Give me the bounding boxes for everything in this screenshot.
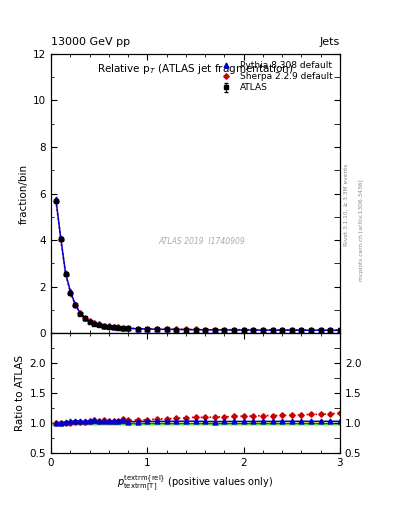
- Pythia 8.308 default: [193, 327, 198, 333]
- Sherpa 2.2.9 default: [309, 327, 314, 333]
- Sherpa 2.2.9 default: [338, 327, 342, 333]
- Sherpa 2.2.9 default: [232, 327, 237, 333]
- Pythia 8.308 default: [107, 323, 111, 329]
- Pythia 8.308 default: [251, 327, 256, 333]
- Text: Jets: Jets: [320, 37, 340, 47]
- Pythia 8.308 default: [212, 327, 217, 333]
- Pythia 8.308 default: [338, 327, 342, 333]
- Pythia 8.308 default: [241, 327, 246, 333]
- Sherpa 2.2.9 default: [289, 327, 294, 333]
- Pythia 8.308 default: [328, 327, 333, 333]
- Pythia 8.308 default: [53, 196, 58, 202]
- Sherpa 2.2.9 default: [68, 289, 73, 295]
- Pythia 8.308 default: [280, 327, 285, 333]
- Sherpa 2.2.9 default: [102, 323, 107, 329]
- Line: Sherpa 2.2.9 default: Sherpa 2.2.9 default: [54, 199, 342, 332]
- Sherpa 2.2.9 default: [116, 325, 121, 331]
- Sherpa 2.2.9 default: [222, 327, 227, 333]
- Pythia 8.308 default: [121, 325, 126, 331]
- Pythia 8.308 default: [111, 324, 116, 330]
- X-axis label: $p_{\rm textrm[T]}^{\rm textrm\{rel\}}$ (positive values only): $p_{\rm textrm[T]}^{\rm textrm\{rel\}}$ …: [118, 474, 274, 494]
- Pythia 8.308 default: [155, 326, 160, 332]
- Pythia 8.308 default: [92, 320, 97, 326]
- Sherpa 2.2.9 default: [328, 327, 333, 333]
- Y-axis label: fraction/bin: fraction/bin: [19, 163, 29, 224]
- Sherpa 2.2.9 default: [97, 321, 101, 327]
- Sherpa 2.2.9 default: [59, 236, 63, 242]
- Pythia 8.308 default: [126, 325, 130, 331]
- Legend: Pythia 8.308 default, Sherpa 2.2.9 default, ATLAS: Pythia 8.308 default, Sherpa 2.2.9 defau…: [215, 58, 336, 95]
- Sherpa 2.2.9 default: [270, 327, 275, 333]
- Sherpa 2.2.9 default: [107, 323, 111, 329]
- Pythia 8.308 default: [102, 323, 107, 329]
- Pythia 8.308 default: [97, 322, 101, 328]
- Sherpa 2.2.9 default: [241, 327, 246, 333]
- Sherpa 2.2.9 default: [203, 327, 208, 333]
- Line: Pythia 8.308 default: Pythia 8.308 default: [53, 197, 342, 333]
- Text: 13000 GeV pp: 13000 GeV pp: [51, 37, 130, 47]
- Sherpa 2.2.9 default: [83, 315, 87, 321]
- Pythia 8.308 default: [116, 325, 121, 331]
- Bar: [51, 422, 340, 424]
- Sherpa 2.2.9 default: [135, 326, 140, 332]
- Sherpa 2.2.9 default: [174, 326, 179, 332]
- Sherpa 2.2.9 default: [318, 327, 323, 333]
- Sherpa 2.2.9 default: [299, 327, 304, 333]
- Text: mcplots.cern.ch [arXiv:1306.3436]: mcplots.cern.ch [arXiv:1306.3436]: [359, 180, 364, 281]
- Pythia 8.308 default: [87, 318, 92, 324]
- Pythia 8.308 default: [59, 234, 63, 241]
- Sherpa 2.2.9 default: [193, 326, 198, 332]
- Sherpa 2.2.9 default: [73, 302, 77, 308]
- Sherpa 2.2.9 default: [280, 327, 285, 333]
- Sherpa 2.2.9 default: [155, 326, 160, 332]
- Sherpa 2.2.9 default: [145, 326, 150, 332]
- Pythia 8.308 default: [318, 327, 323, 333]
- Pythia 8.308 default: [83, 315, 87, 321]
- Pythia 8.308 default: [261, 327, 265, 333]
- Pythia 8.308 default: [232, 327, 237, 333]
- Bar: [51, 421, 340, 425]
- Pythia 8.308 default: [78, 310, 83, 316]
- Sherpa 2.2.9 default: [184, 326, 188, 332]
- Pythia 8.308 default: [309, 327, 314, 333]
- Sherpa 2.2.9 default: [251, 327, 256, 333]
- Sherpa 2.2.9 default: [63, 271, 68, 277]
- Sherpa 2.2.9 default: [92, 320, 97, 326]
- Pythia 8.308 default: [299, 327, 304, 333]
- Text: ATLAS 2019  I1740909: ATLAS 2019 I1740909: [158, 237, 245, 246]
- Text: Rivet 3.1.10, ≥ 3.3M events: Rivet 3.1.10, ≥ 3.3M events: [344, 163, 349, 246]
- Sherpa 2.2.9 default: [212, 327, 217, 333]
- Pythia 8.308 default: [203, 327, 208, 333]
- Text: Relative p$_T$ (ATLAS jet fragmentation): Relative p$_T$ (ATLAS jet fragmentation): [97, 62, 294, 76]
- Sherpa 2.2.9 default: [53, 198, 58, 204]
- Pythia 8.308 default: [135, 326, 140, 332]
- Sherpa 2.2.9 default: [121, 325, 126, 331]
- Pythia 8.308 default: [174, 326, 179, 332]
- Pythia 8.308 default: [68, 288, 73, 294]
- Y-axis label: Ratio to ATLAS: Ratio to ATLAS: [15, 355, 26, 431]
- Sherpa 2.2.9 default: [126, 325, 130, 331]
- Pythia 8.308 default: [164, 326, 169, 332]
- Sherpa 2.2.9 default: [111, 324, 116, 330]
- Sherpa 2.2.9 default: [164, 326, 169, 332]
- Pythia 8.308 default: [270, 327, 275, 333]
- Pythia 8.308 default: [63, 270, 68, 276]
- Pythia 8.308 default: [222, 327, 227, 333]
- Pythia 8.308 default: [73, 301, 77, 307]
- Sherpa 2.2.9 default: [78, 310, 83, 316]
- Sherpa 2.2.9 default: [87, 318, 92, 324]
- Pythia 8.308 default: [289, 327, 294, 333]
- Pythia 8.308 default: [184, 327, 188, 333]
- Sherpa 2.2.9 default: [261, 327, 265, 333]
- Pythia 8.308 default: [145, 326, 150, 332]
